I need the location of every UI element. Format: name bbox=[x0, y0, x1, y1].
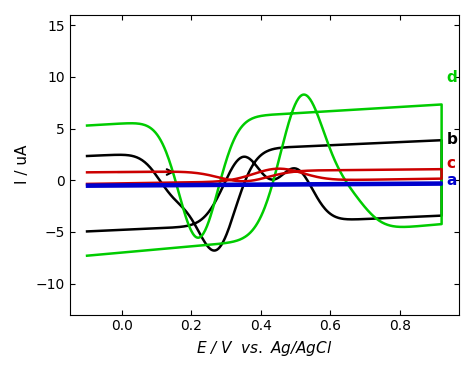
Y-axis label: I / uA: I / uA bbox=[15, 145, 30, 185]
Text: c: c bbox=[447, 156, 456, 171]
Text: a: a bbox=[447, 173, 457, 188]
Text: b: b bbox=[447, 132, 458, 147]
Text: d: d bbox=[447, 70, 457, 85]
X-axis label: E / V  $\it{vs.}$ Ag/AgCl: E / V $\it{vs.}$ Ag/AgCl bbox=[196, 339, 333, 358]
